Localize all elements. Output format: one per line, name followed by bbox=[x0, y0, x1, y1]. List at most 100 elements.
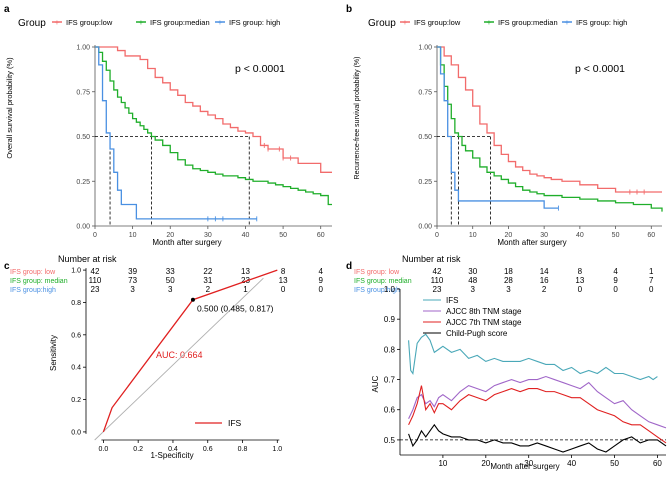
panel-d-legend-ajcc7: AJCC 7th TNM stage bbox=[446, 318, 522, 327]
panel-d-legend-childpugh: Child-Pugh score bbox=[446, 329, 508, 338]
panel-b-risk-value: 42 bbox=[433, 267, 442, 276]
panel-a-x-tick-label: 10 bbox=[129, 232, 137, 239]
panel-b-risk-value: 1 bbox=[649, 267, 654, 276]
panel-b-risk-value: 30 bbox=[468, 267, 477, 276]
panel-a-y-tick-label: 0.00 bbox=[76, 224, 90, 231]
panel-a-legend-low: IFS group:low bbox=[66, 18, 113, 27]
panel-c-y-tick-label: 0.6 bbox=[71, 332, 81, 339]
panel-a-pvalue: p < 0.0001 bbox=[235, 63, 285, 75]
panel-c-plot: 0.0 0.2 0.4 0.6 0.8 1.0 0.0 0.2 0.4 0.6 0.8 1.0 0.50… bbox=[71, 268, 282, 453]
panel-a-risk-value: 13 bbox=[241, 267, 250, 276]
panel-b-risk-value: 48 bbox=[468, 276, 477, 285]
panel-a-risk-value: 13 bbox=[279, 276, 288, 285]
panel-b-risk-values: 42 30 18 14 8 4 1 110 48 28 16 13 9 7 23 3 3 2 0 0 0 bbox=[431, 267, 654, 294]
panel-a-legend-title: Group bbox=[18, 18, 46, 29]
panel-b-risk-value: 14 bbox=[540, 267, 549, 276]
legend-plus-high: + bbox=[218, 18, 223, 27]
panel-b-y-tick-label: 0.00 bbox=[418, 224, 432, 231]
legend-plus-median: + bbox=[487, 18, 492, 27]
panel-a-ylabel: Overall survival probability (%) bbox=[5, 57, 14, 159]
panel-a-risk-value: 50 bbox=[166, 276, 175, 285]
panel-b-plot: 0.00 0.25 0.50 0.75 1.00 0 10 20 30 40 50 60 bbox=[418, 45, 663, 239]
panel-c-legend-label: IFS bbox=[228, 418, 242, 428]
panel-d-legend-ifs: IFS bbox=[446, 296, 458, 305]
panel-a-km-curve-median bbox=[95, 46, 332, 206]
panel-a-x-tick-label: 60 bbox=[317, 232, 325, 239]
panel-b-risk-value: 8 bbox=[578, 267, 583, 276]
panel-b-risk-label-high: IFS group:high bbox=[354, 287, 400, 294]
panel-b-ylabel: Recurrence-free survival probability (%) bbox=[354, 57, 361, 180]
panel-a-risk-label-median: IFS group: median bbox=[10, 278, 68, 285]
panel-c-x-tick-label: 0.6 bbox=[203, 446, 213, 453]
panel-b-risk-value: 28 bbox=[504, 276, 513, 285]
panel-b-km-curve-high bbox=[437, 46, 559, 209]
panel-a-risk-title: Number at risk bbox=[58, 254, 117, 264]
panel-b-risk-value: 18 bbox=[504, 267, 513, 276]
panel-b-x-tick-label: 60 bbox=[647, 232, 655, 239]
panel-a-risk-value: 73 bbox=[128, 276, 137, 285]
panel-d-x-tick-label: 30 bbox=[524, 459, 533, 468]
panel-b-risk-value: 13 bbox=[575, 276, 584, 285]
panel-d-letter: d bbox=[346, 261, 352, 272]
panel-b-risk-label-low: IFS group: low bbox=[354, 269, 400, 276]
panel-c-x-tick-label: 0.4 bbox=[168, 446, 178, 453]
panel-b-risk-label-median: IFS group: median bbox=[354, 278, 412, 285]
panel-d-ylabel: AUC bbox=[371, 375, 380, 392]
panel-a-risk-value: 9 bbox=[318, 276, 323, 285]
panel-c-y-tick-label: 1.0 bbox=[71, 268, 81, 275]
panel-b-xlabel: Month after surgery bbox=[497, 238, 566, 247]
panel-b-letter: b bbox=[346, 4, 352, 15]
panel-b-x-tick-label: 30 bbox=[540, 232, 548, 239]
panel-c-ylabel: Sensitivity bbox=[49, 335, 58, 371]
panel-a-risk-label-high: IFS group:high bbox=[10, 287, 56, 294]
panel-b-y-tick-label: 1.00 bbox=[418, 45, 432, 52]
panel-d-legend: IFS AJCC 8th TNM stage AJCC 7th TNM stag… bbox=[423, 296, 522, 338]
panel-a-risk-value: 3 bbox=[130, 285, 135, 294]
panel-b-pvalue: p < 0.0001 bbox=[575, 63, 625, 75]
panel-a-risk-value: 33 bbox=[166, 267, 175, 276]
panel-a-risk-value: 1 bbox=[243, 285, 248, 294]
panel-c-y-tick-label: 0.8 bbox=[71, 300, 81, 307]
panel-d-y-tick-label: 0.6 bbox=[384, 406, 396, 415]
panel-c: c Sensitivity 1-Specificity IFS AUC: 0.6… bbox=[4, 261, 282, 460]
panel-a-legend-median: IFS group:median bbox=[150, 18, 210, 27]
panel-a-x-tick-label: 40 bbox=[242, 232, 250, 239]
panel-a-risk-value: 39 bbox=[128, 267, 137, 276]
panel-c-y-tick-label: 0.4 bbox=[71, 365, 81, 372]
panel-b-y-tick-label: 0.50 bbox=[418, 134, 432, 141]
panel-b-risk-value: 23 bbox=[433, 285, 442, 294]
panel-a-x-tick-label: 20 bbox=[166, 232, 174, 239]
panel-c-cutoff-point bbox=[190, 297, 195, 302]
panel-d-line-ajcc8 bbox=[408, 375, 667, 429]
panel-a-letter: a bbox=[4, 4, 10, 15]
panel-b-legend: + IFS group:low + IFS group:median + IFS… bbox=[400, 18, 627, 27]
panel-a-km-curve-low bbox=[95, 46, 332, 173]
panel-a-risk-value: 4 bbox=[318, 267, 323, 276]
panel-d-legend-ajcc8: AJCC 8th TNM stage bbox=[446, 307, 522, 316]
legend-plus-low: + bbox=[55, 18, 60, 27]
panel-b-risk-title: Number at risk bbox=[402, 254, 461, 264]
panel-b-km-curve-low bbox=[437, 46, 662, 193]
panel-a-risk-value: 3 bbox=[168, 285, 173, 294]
panel-a-risk-value: 8 bbox=[281, 267, 286, 276]
panel-a-y-tick-label: 0.50 bbox=[76, 134, 90, 141]
panel-b-x-tick-label: 50 bbox=[612, 232, 620, 239]
panel-c-x-tick-label: 0.0 bbox=[99, 446, 109, 453]
panel-b-y-tick-label: 0.75 bbox=[418, 89, 432, 96]
panel-d-line-ifs bbox=[408, 333, 658, 381]
panel-b-legend-high: IFS group: high bbox=[576, 18, 627, 27]
panel-b-risk-value: 2 bbox=[542, 285, 547, 294]
panel-b-risk-value: 7 bbox=[649, 276, 654, 285]
panel-d-y-tick-label: 1.0 bbox=[384, 285, 396, 294]
panel-a-risk-table: Number at risk IFS group: low IFS group:… bbox=[10, 254, 323, 294]
panel-b-risk-value: 0 bbox=[613, 285, 618, 294]
panel-a-y-tick-label: 0.75 bbox=[76, 89, 90, 96]
panel-d-y-tick-label: 0.9 bbox=[384, 315, 396, 324]
panel-a-risk-label-low: IFS group: low bbox=[10, 269, 56, 276]
panel-d-x-tick-label: 10 bbox=[438, 459, 447, 468]
panel-a-x-tick-label: 50 bbox=[279, 232, 287, 239]
panel-d-line-childpugh bbox=[408, 423, 667, 453]
panel-d-x-tick-label: 40 bbox=[567, 459, 576, 468]
